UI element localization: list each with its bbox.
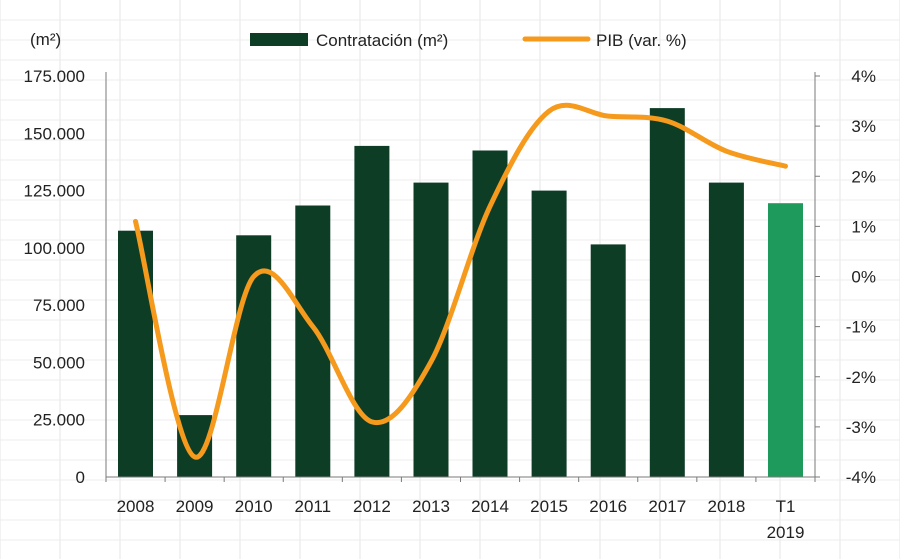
y-right-tick-label: -3% [846,418,876,437]
x-tick-label: T1 2019 [767,497,805,542]
axes [105,72,820,482]
x-tick-label: 2017 [648,497,686,516]
bar [354,145,390,477]
y-left-tick-labels: 0 25.000 50.000 75.000 100.000 125.000 150.000… [24,67,85,487]
bar [649,108,685,477]
line-series [133,102,788,460]
y-right-tick-labels: -4% -3% -2% -1% 0% 1% 2% 3% 4% [846,67,876,487]
bar [590,244,626,477]
x-tick-label: 2010 [235,497,273,516]
y-right-tick-label: 1% [851,217,876,236]
legend-swatch-contratacion [250,33,308,46]
bar [708,182,744,477]
y-right-tick-label: -2% [846,368,876,387]
y-left-tick-label: 150.000 [24,124,85,143]
y-right-tick-label: -1% [846,318,876,337]
x-tick-label: 2014 [471,497,509,516]
x-tick-label: 2012 [353,497,391,516]
x-tick-label: 2011 [295,497,332,516]
y-left-tick-label: 125.000 [24,182,85,201]
pib-line [133,102,788,460]
x-tick-labels: 2008 2009 2010 2011 2012 2013 2014 2015 2016 2017… [117,497,805,542]
bar [118,230,153,477]
y-left-tick-label: 50.000 [33,353,85,372]
x-tick-label: 2009 [176,497,214,516]
y-left-tick-label: 75.000 [33,296,85,315]
bar [531,190,567,477]
bar-series [118,108,803,477]
x-tick-label: 2013 [412,497,450,516]
y-left-unit-label: (m²) [30,30,61,49]
y-left-tick-label: 175.000 [24,67,85,86]
legend-label-pib: PIB (var. %) [596,31,687,50]
y-left-tick-label: 0 [76,468,85,487]
x-tick-label: 2008 [117,497,155,516]
y-right-tick-label: -4% [846,468,876,487]
y-right-tick-label: 3% [851,117,876,136]
y-left-tick-label: 25.000 [33,411,85,430]
bar [768,203,803,477]
legend-label-contratacion: Contratación (m²) [316,31,448,50]
y-right-tick-label: 2% [851,167,876,186]
y-right-tick-label: 0% [851,268,876,287]
x-tick-label: 2016 [589,497,627,516]
y-left-tick-label: 100.000 [24,239,85,258]
y-right-tick-label: 4% [851,67,876,86]
legend: Contratación (m²) PIB (var. %) [250,31,687,50]
x-tick-label: 2018 [707,497,745,516]
bar [472,150,508,477]
x-tick-label: 2015 [530,497,568,516]
